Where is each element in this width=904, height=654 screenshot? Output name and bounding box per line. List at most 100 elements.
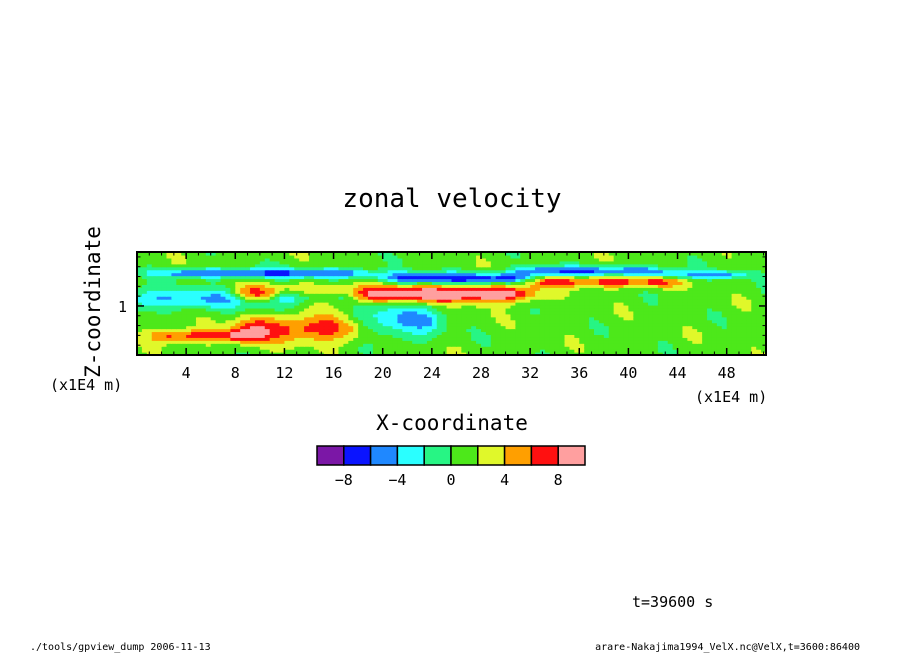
heatmap-cell xyxy=(530,269,536,274)
heatmap-cell xyxy=(426,331,433,335)
heatmap-cell xyxy=(741,328,747,333)
heatmap-cell xyxy=(657,290,664,294)
heatmap-cell xyxy=(466,302,472,306)
heatmap-cell xyxy=(441,340,448,344)
heatmap-cell xyxy=(594,349,600,353)
heatmap-cell xyxy=(721,287,728,291)
heatmap-cell xyxy=(377,252,384,256)
heatmap-cell xyxy=(667,337,674,341)
heatmap-cell xyxy=(402,328,408,333)
heatmap-cell xyxy=(195,281,202,285)
heatmap-cell xyxy=(554,281,561,285)
heatmap-cell xyxy=(186,343,192,347)
heatmap-cell xyxy=(741,313,747,318)
heatmap-cell xyxy=(156,299,163,303)
heatmap-cell xyxy=(530,252,536,256)
heatmap-cell xyxy=(751,287,757,291)
heatmap-cell xyxy=(200,328,207,333)
heatmap-cell xyxy=(687,272,693,277)
heatmap-cell xyxy=(407,278,413,283)
heatmap-cell xyxy=(259,257,266,262)
heatmap-cell xyxy=(652,290,659,294)
heatmap-cell xyxy=(574,257,580,262)
heatmap-cell xyxy=(205,293,212,297)
heatmap-cell xyxy=(137,346,143,350)
heatmap-cell xyxy=(476,296,482,300)
heatmap-cell xyxy=(731,346,738,350)
heatmap-cell xyxy=(662,302,669,306)
y-tick-label: 1 xyxy=(118,298,127,316)
heatmap-cell xyxy=(525,313,531,318)
heatmap-cell xyxy=(711,307,718,312)
heatmap-cell xyxy=(721,302,728,306)
heatmap-cell xyxy=(741,290,747,294)
heatmap-cell xyxy=(284,343,290,347)
heatmap-cell xyxy=(250,319,256,324)
heatmap-cell xyxy=(594,319,600,324)
heatmap-cell xyxy=(682,328,688,333)
heatmap-cell xyxy=(652,302,659,306)
heatmap-cell xyxy=(697,340,703,344)
heatmap-cell xyxy=(716,290,723,294)
heatmap-cell xyxy=(603,284,610,288)
heatmap-cell xyxy=(726,281,733,285)
heatmap-cell xyxy=(564,325,571,330)
heatmap-cell xyxy=(353,334,359,338)
heatmap-cell xyxy=(220,287,227,291)
heatmap-cell xyxy=(308,331,315,335)
heatmap-cell xyxy=(422,340,428,344)
heatmap-cell xyxy=(146,319,153,324)
heatmap-cell xyxy=(510,325,516,330)
heatmap-cell xyxy=(240,263,246,268)
heatmap-cell xyxy=(274,257,281,262)
heatmap-cell xyxy=(240,316,246,321)
heatmap-cell xyxy=(574,254,580,259)
heatmap-cell xyxy=(358,263,364,268)
heatmap-cell xyxy=(151,263,158,268)
heatmap-cell xyxy=(343,299,349,303)
heatmap-cell xyxy=(387,343,394,347)
heatmap-cell xyxy=(510,331,516,335)
heatmap-cell xyxy=(761,331,767,335)
heatmap-cell xyxy=(343,287,349,291)
heatmap-cell xyxy=(146,269,153,274)
heatmap-cell xyxy=(564,275,571,280)
heatmap-cell xyxy=(225,340,231,344)
heatmap-cell xyxy=(741,346,747,350)
heatmap-cell xyxy=(574,252,580,256)
heatmap-cell xyxy=(156,284,163,288)
heatmap-cell xyxy=(372,331,379,335)
heatmap-cell xyxy=(731,340,738,344)
heatmap-cell xyxy=(721,252,728,256)
heatmap-cell xyxy=(544,313,551,318)
heatmap-cell xyxy=(191,316,197,321)
heatmap-cell xyxy=(736,343,743,347)
heatmap-cell xyxy=(608,313,615,318)
heatmap-cell xyxy=(530,331,536,335)
heatmap-cell xyxy=(751,275,757,280)
heatmap-cell xyxy=(279,349,286,353)
heatmap-cell xyxy=(623,257,630,262)
heatmap-cell xyxy=(323,340,330,344)
heatmap-cell xyxy=(259,325,266,330)
heatmap-cell xyxy=(662,254,669,259)
heatmap-cell xyxy=(338,337,344,341)
heatmap-cell xyxy=(500,257,507,262)
heatmap-cell xyxy=(657,263,664,268)
heatmap-cell xyxy=(441,337,448,341)
heatmap-cell xyxy=(471,304,477,309)
heatmap-cell xyxy=(736,322,743,327)
heatmap-cell xyxy=(313,349,320,353)
heatmap-cell xyxy=(761,290,767,294)
heatmap-cell xyxy=(181,307,187,312)
heatmap-cell xyxy=(584,281,590,285)
x-tick-label: 8 xyxy=(231,364,240,382)
heatmap-cell xyxy=(466,287,472,291)
heatmap-cell xyxy=(412,302,418,306)
heatmap-cell xyxy=(382,331,389,335)
heatmap-cell xyxy=(294,331,300,335)
heatmap-cell xyxy=(613,257,620,262)
heatmap-cell xyxy=(525,328,531,333)
heatmap-cell xyxy=(746,307,752,312)
heatmap-cell xyxy=(682,260,688,265)
